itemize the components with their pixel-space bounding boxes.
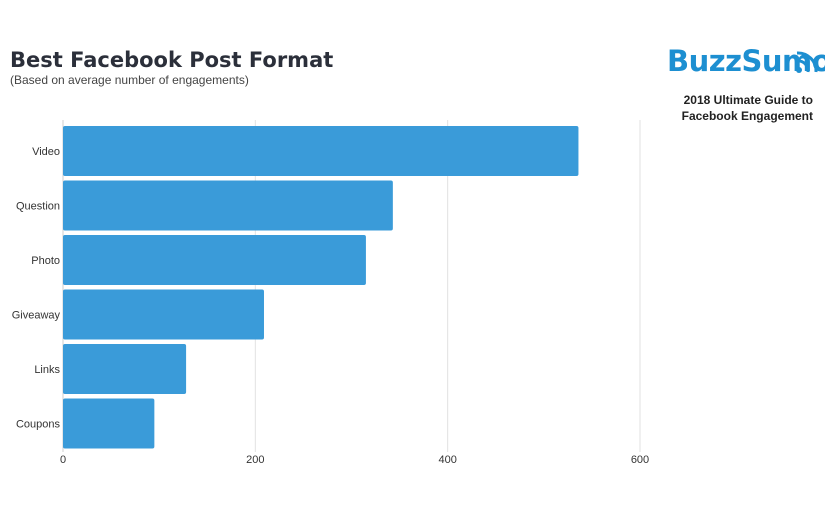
bar-coupons (63, 398, 155, 449)
bar-video (63, 126, 579, 176)
x-tick-label: 0 (60, 454, 66, 466)
signal-waves-icon (796, 51, 818, 73)
guide-line-2: Facebook Engagement (681, 109, 813, 123)
category-label: Giveaway (12, 310, 61, 322)
bar-links (63, 344, 187, 394)
x-tick-label: 400 (438, 454, 456, 466)
x-tick-label: 600 (631, 454, 649, 466)
x-tick-label: 200 (246, 454, 264, 466)
chart-title: Best Facebook Post Format (10, 48, 334, 72)
chart-subtitle: (Based on average number of engagements) (10, 73, 249, 87)
guide-line-1: 2018 Ultimate Guide to (683, 93, 813, 107)
bar-question (63, 180, 393, 231)
bar-giveaway (63, 289, 264, 340)
guide-caption: 2018 Ultimate Guide to Facebook Engageme… (613, 92, 813, 124)
bar-photo (63, 235, 366, 285)
category-label: Question (16, 201, 60, 213)
category-label: Video (32, 146, 60, 158)
category-label: Coupons (16, 419, 61, 431)
category-label: Photo (31, 255, 60, 267)
category-label: Links (34, 364, 60, 376)
